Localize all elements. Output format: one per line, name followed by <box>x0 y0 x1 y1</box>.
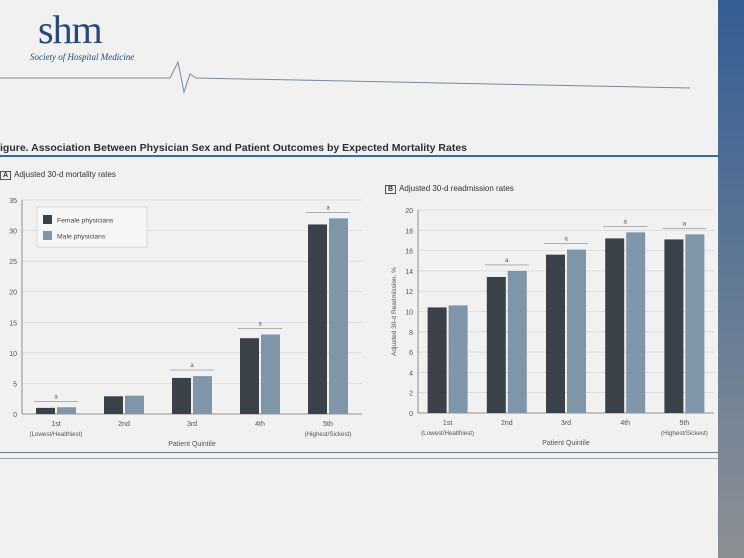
bar <box>261 334 280 414</box>
legend-swatch <box>43 215 52 224</box>
bar <box>240 338 259 414</box>
y-tick-label: 15 <box>9 320 17 327</box>
y-tick-label: 10 <box>9 351 17 358</box>
bar <box>448 305 468 413</box>
pulse-line-decoration <box>0 60 691 94</box>
shm-logo: shm <box>38 7 103 52</box>
bar <box>685 234 705 413</box>
y-tick-label: 35 <box>9 198 17 205</box>
legend-box <box>36 206 148 248</box>
bar <box>427 307 447 413</box>
bar <box>308 224 327 414</box>
bar <box>104 396 123 414</box>
y-tick-label: 2 <box>409 391 413 398</box>
x-tick-label: 2nd <box>501 420 513 427</box>
x-tick-sublabel: (Lowest/Healthiest) <box>421 430 474 437</box>
bar <box>57 407 76 414</box>
significance-marker: a <box>54 394 58 400</box>
bottom-rule <box>0 452 718 453</box>
panel-b-title: Adjusted 30-d readmission rates <box>399 184 514 193</box>
x-tick-label: 2nd <box>118 421 130 428</box>
bar <box>507 270 527 413</box>
x-axis-label: Patient Quintile <box>542 440 590 447</box>
x-tick-label: 5th <box>323 421 333 428</box>
screen-edge <box>718 0 744 558</box>
legend-swatch <box>43 231 52 240</box>
x-tick-label: 1st <box>51 421 60 428</box>
significance-marker: a <box>326 205 330 211</box>
bar <box>605 238 625 413</box>
bottom-rule-secondary <box>0 458 718 459</box>
panel-a-letter: A <box>0 171 12 180</box>
bar <box>329 218 348 414</box>
shm-logo-subtitle: Society of Hospital Medicine <box>30 52 135 62</box>
y-tick-label: 12 <box>405 289 413 296</box>
panel-a-title: Adjusted 30-d mortality rates <box>14 170 116 179</box>
significance-marker: a <box>258 322 262 328</box>
significance-marker: a <box>505 258 509 264</box>
legend-entry: Male physicians <box>57 234 106 241</box>
legend: Female physicians Male physicians <box>36 206 148 248</box>
x-tick-label: 1st <box>443 420 452 427</box>
y-tick-label: 18 <box>405 228 413 235</box>
significance-marker: a <box>624 219 628 225</box>
panel-b-letter: B <box>385 185 397 194</box>
x-axis-label: Patient Quintile <box>168 441 216 448</box>
y-tick-label: 30 <box>9 229 17 236</box>
readmission-chart: 0 2 4 6 8 10 12 14 16 18 20 1st (Lowest/Healthiest) a… <box>391 208 714 447</box>
x-tick-label: 3rd <box>561 420 571 427</box>
y-tick-label: 0 <box>409 411 413 418</box>
bar <box>486 276 506 413</box>
figure-title: igure. Association Between Physician Sex… <box>0 142 467 154</box>
y-tick-label: 16 <box>405 249 413 256</box>
x-tick-label: 4th <box>255 421 265 428</box>
y-tick-label: 4 <box>409 370 413 377</box>
y-tick-label: 25 <box>9 259 17 266</box>
panel-b-label: B Adjusted 30-d readmission rates <box>385 184 514 194</box>
bar <box>626 232 646 413</box>
bar <box>172 377 191 414</box>
y-tick-label: 14 <box>405 269 413 276</box>
y-tick-label: 8 <box>409 330 413 337</box>
y-tick-label: 20 <box>9 290 17 297</box>
bar <box>36 407 55 414</box>
significance-marker: a <box>190 363 194 369</box>
x-tick-sublabel: (Highest/Sickest) <box>661 430 708 437</box>
y-tick-label: 0 <box>13 412 17 419</box>
bar <box>664 239 684 413</box>
y-axis-label: Adjusted 30-d Readmission, % <box>391 267 398 356</box>
x-tick-label: 4th <box>620 420 630 427</box>
bar <box>546 254 565 413</box>
significance-marker: a <box>683 221 687 227</box>
y-tick-label: 5 <box>13 381 17 388</box>
mortality-chart: 0 5 10 15 20 25 30 35 a 1st (Lowest/Healthiest) 2nd… <box>9 198 362 448</box>
y-tick-label: 6 <box>409 350 413 357</box>
legend-entry: Female physicians <box>57 218 114 225</box>
bar <box>125 395 144 414</box>
bar <box>567 249 586 413</box>
slide: shm Society of Hospital Medicine igure. … <box>0 0 718 558</box>
figure-title-rule <box>0 155 718 157</box>
significance-marker: a <box>564 237 568 243</box>
bar <box>193 376 212 414</box>
x-tick-sublabel: (Highest/Sickest) <box>305 431 352 438</box>
y-tick-label: 20 <box>405 208 413 215</box>
x-tick-label: 5th <box>680 420 690 427</box>
y-tick-label: 10 <box>405 310 413 317</box>
panel-a-label: A Adjusted 30-d mortality rates <box>0 170 116 180</box>
x-tick-sublabel: (Lowest/Healthiest) <box>30 431 83 438</box>
x-tick-label: 3rd <box>187 421 197 428</box>
